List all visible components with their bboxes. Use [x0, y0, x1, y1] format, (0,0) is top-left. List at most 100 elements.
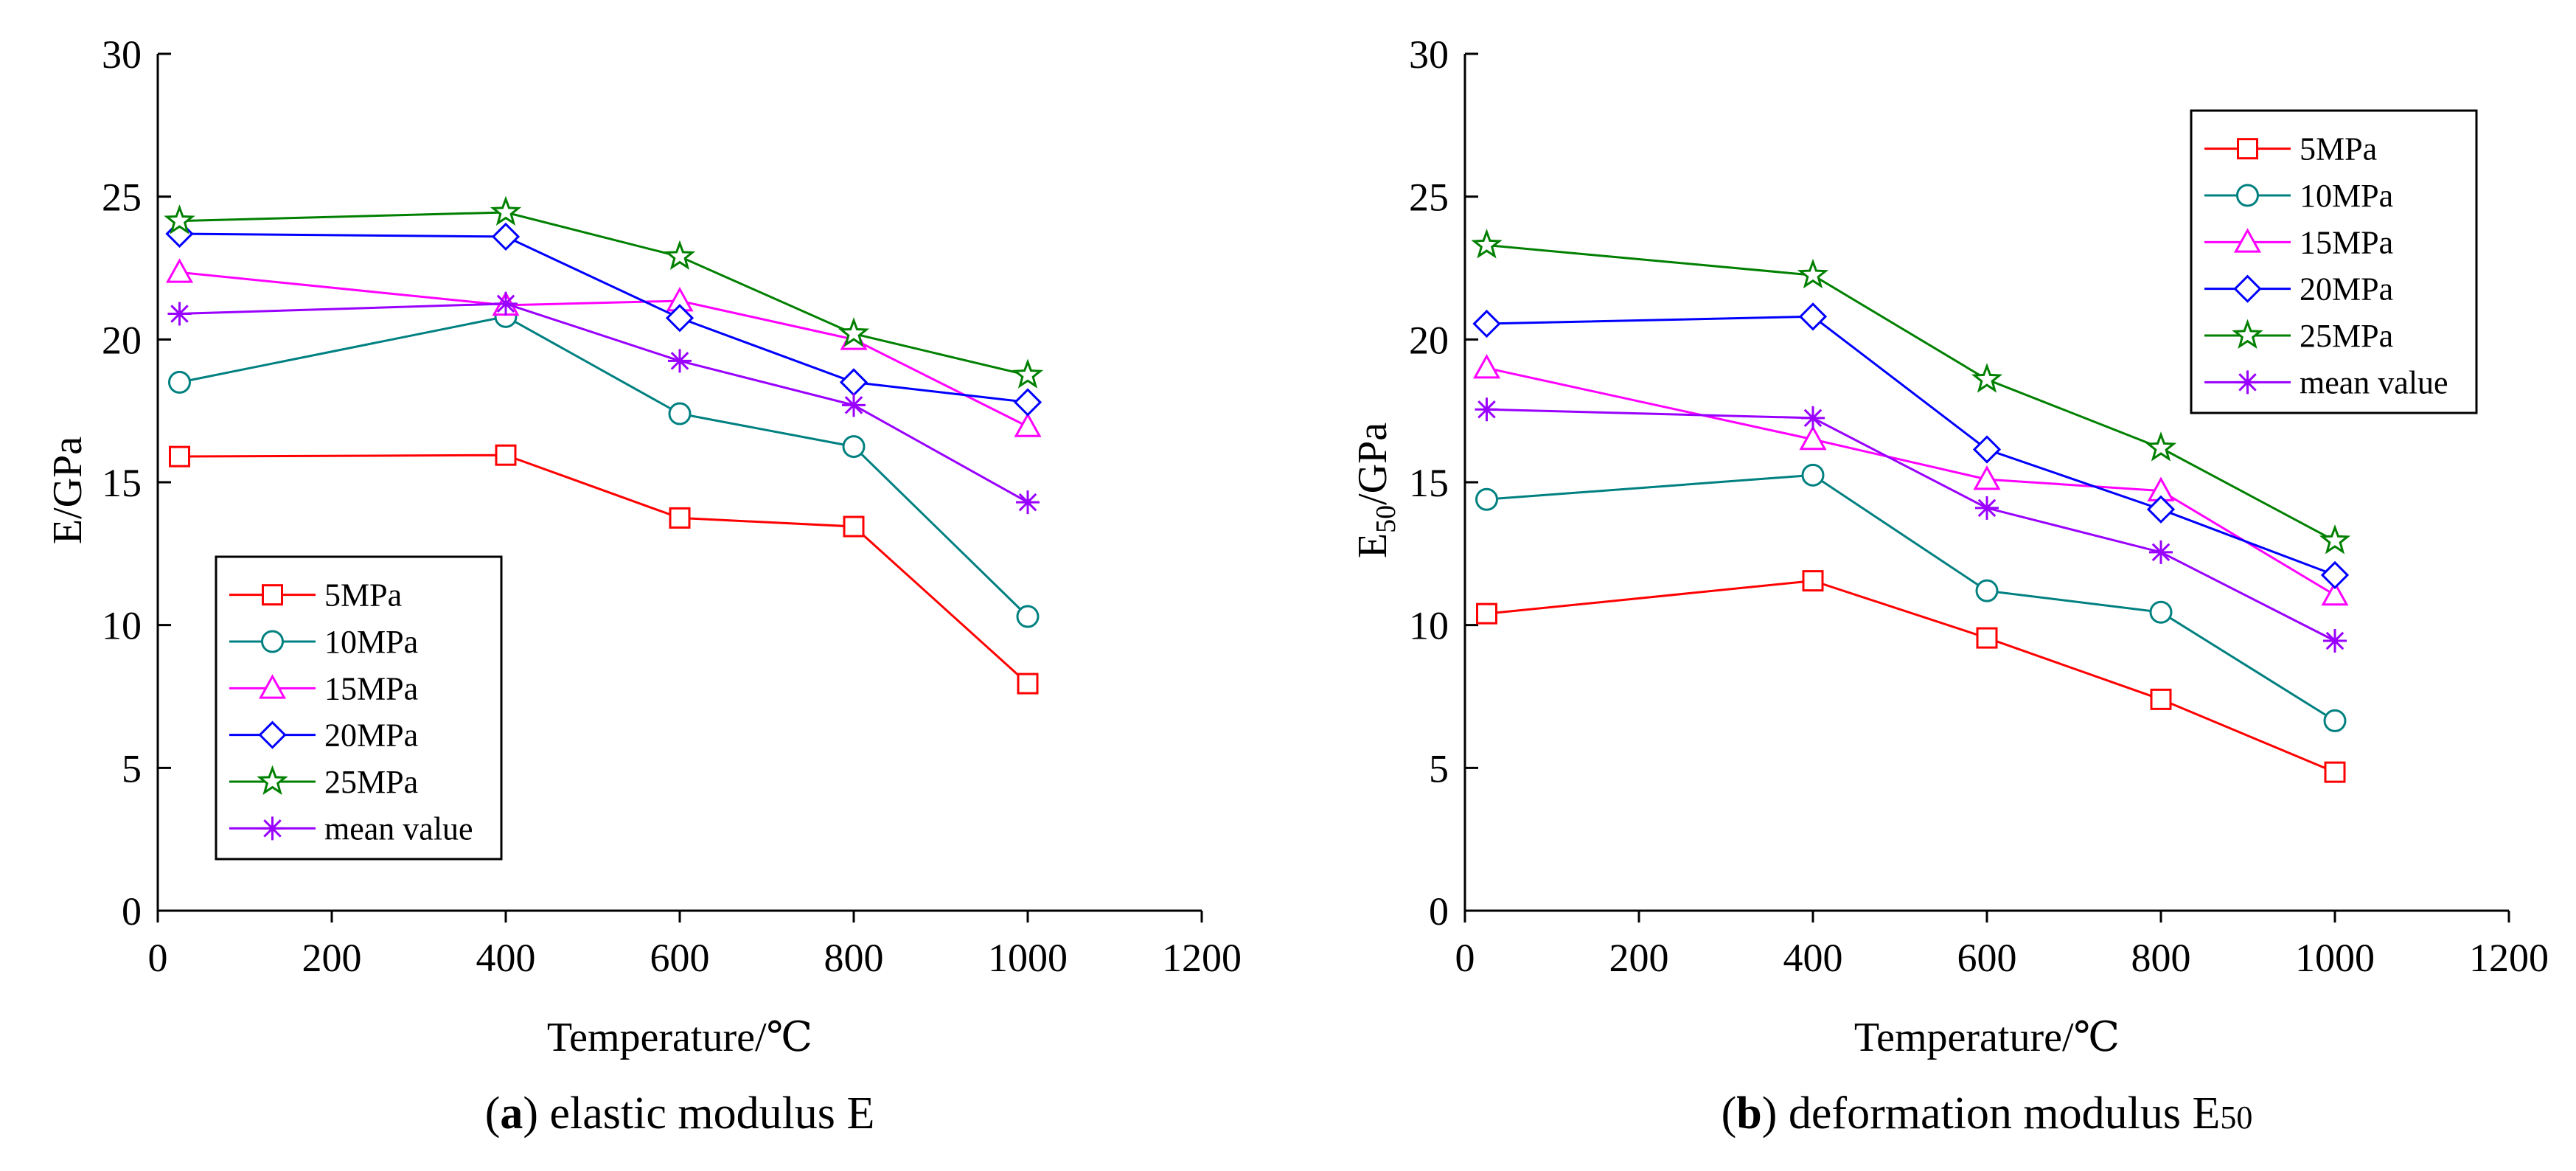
series-10mpa — [168, 305, 1040, 628]
data-point — [1016, 490, 1040, 515]
data-point — [1016, 605, 1040, 628]
data-point — [665, 304, 695, 333]
data-point — [2324, 761, 2346, 783]
data-point — [2323, 709, 2347, 732]
series-20mpa — [1472, 302, 2350, 590]
series-25mpa — [164, 195, 1044, 389]
caption-b: (b) deformation modulus E50 — [1722, 1088, 2253, 1139]
x-tick-label: 0 — [148, 936, 168, 980]
legend-entry: 15MPa — [2204, 224, 2393, 260]
data-point — [2320, 560, 2350, 590]
axes-b: 0 5 10 15 20 25 30 0 200 400 600 800 1000 1200 — [1409, 32, 2549, 980]
data-point — [1799, 425, 1827, 451]
legend-label: 15MPa — [324, 670, 418, 706]
data-point — [1972, 435, 2002, 464]
y-tick-label: 15 — [102, 461, 142, 505]
data-point — [2319, 524, 2351, 555]
x-tick-label: 1000 — [2295, 936, 2375, 980]
data-point — [494, 291, 518, 316]
y-tick-label: 0 — [1429, 889, 1449, 934]
data-point — [664, 240, 696, 271]
legend-marker — [258, 720, 287, 749]
series-layer-a — [164, 195, 1044, 695]
legend-label: 25MPa — [324, 764, 418, 800]
data-point — [1975, 579, 1999, 602]
y-tick-label: 20 — [102, 318, 142, 362]
data-point — [1471, 229, 1503, 259]
legend-marker — [257, 765, 288, 796]
data-point — [495, 444, 517, 466]
x-tick-label: 1000 — [988, 936, 1068, 980]
data-point — [1971, 363, 2003, 393]
data-point — [1802, 570, 1824, 592]
data-point — [1013, 388, 1042, 417]
data-point — [842, 435, 866, 459]
x-tick-label: 600 — [1957, 936, 2017, 980]
data-point — [1472, 353, 1501, 379]
legend-label: 10MPa — [2300, 178, 2393, 214]
data-point — [669, 507, 691, 529]
legend-entry: 5MPa — [229, 577, 402, 614]
y-tick-label: 10 — [102, 604, 142, 648]
legend-entry: 10MPa — [229, 624, 418, 660]
x-tick-label: 200 — [302, 936, 362, 980]
x-tick-label: 600 — [650, 936, 710, 980]
series-25mpa — [1471, 229, 2351, 555]
legend-marker — [2235, 370, 2260, 395]
legend-marker — [261, 630, 284, 653]
legend-marker — [2237, 138, 2258, 160]
legend-entry: 20MPa — [2204, 271, 2393, 307]
data-point — [2150, 688, 2172, 710]
data-point — [491, 222, 521, 251]
x-tick-label: 0 — [1455, 936, 1475, 980]
series-mean-value — [1475, 397, 2347, 653]
legend-label: 20MPa — [2300, 271, 2393, 307]
y-tick-label: 5 — [122, 746, 142, 790]
axes-a: 0 5 10 15 20 25 30 0 200 400 600 800 1000 1200 — [102, 32, 1242, 980]
data-point — [1475, 487, 1498, 511]
data-point — [164, 204, 195, 234]
y-tick-label: 25 — [102, 176, 142, 220]
data-point — [2149, 600, 2173, 624]
legend-entry: 15MPa — [229, 670, 418, 706]
data-point — [168, 370, 191, 394]
x-tick-label: 800 — [824, 936, 884, 980]
data-point — [2323, 628, 2347, 653]
y-tick-label: 0 — [122, 889, 142, 934]
legend-entry: 10MPa — [2204, 178, 2393, 214]
data-point — [842, 393, 866, 417]
y-tick-label: 15 — [1409, 461, 1449, 505]
legend-entry: 25MPa — [229, 764, 418, 800]
legend-marker — [262, 584, 283, 606]
data-point — [2321, 580, 2349, 606]
data-point — [490, 195, 522, 226]
x-tick-label: 400 — [1783, 936, 1843, 980]
chart-panel-a: 0 5 10 15 20 25 30 0 200 400 600 800 1000 1200 5MPa 10… — [45, 32, 1242, 1139]
y-tick-label: 5 — [1429, 746, 1449, 790]
legend-label: mean value — [324, 810, 473, 847]
chart-panel-b: 0 5 10 15 20 25 30 0 200 400 600 800 1000 1200 5MPa 10… — [1350, 32, 2549, 1139]
y-tick-label: 25 — [1409, 176, 1449, 220]
data-point — [668, 349, 692, 373]
x-tick-label: 400 — [476, 936, 536, 980]
legend-box — [2190, 109, 2478, 414]
legend-entry: 25MPa — [2204, 318, 2393, 354]
legend-entry: 5MPa — [2204, 131, 2377, 167]
y-axis-label-a: E/GPa — [45, 437, 91, 544]
x-axis-label-b: Temperature/℃ — [1854, 1015, 2120, 1060]
legend-entry: mean value — [2204, 364, 2448, 400]
legend-marker — [2233, 274, 2262, 303]
data-point — [1475, 397, 1499, 422]
data-point — [1801, 406, 1825, 430]
legend-a: 5MPa 10MPa 15MPa 20MPa 25MPa mean value — [215, 555, 503, 861]
legend-label: 10MPa — [324, 624, 418, 660]
legend-marker — [2233, 228, 2262, 253]
data-point — [2146, 495, 2176, 524]
series-5mpa — [1476, 570, 2346, 783]
y-tick-label: 20 — [1409, 318, 1449, 362]
legend-marker — [260, 816, 285, 841]
legend-marker — [2232, 319, 2263, 350]
legend-b: 5MPa 10MPa 15MPa 20MPa 25MPa mean value — [2190, 109, 2478, 414]
data-point — [1797, 258, 1829, 289]
